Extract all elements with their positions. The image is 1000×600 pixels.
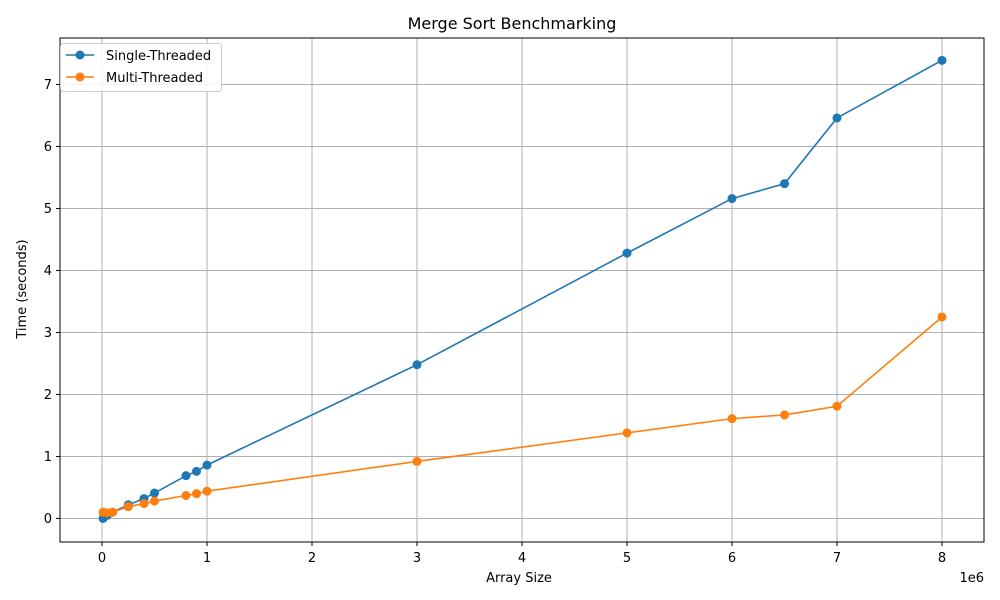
y-tick-label: 4	[44, 264, 52, 279]
data-point	[622, 428, 632, 438]
data-point	[150, 488, 159, 498]
x-tick-label: 3	[413, 551, 421, 566]
data-point	[181, 471, 191, 481]
data-point	[780, 179, 789, 189]
y-tick-label: 5	[44, 202, 52, 217]
data-point	[412, 456, 422, 466]
data-point	[139, 499, 149, 509]
data-point	[202, 460, 212, 470]
y-tick-label: 1	[44, 450, 52, 465]
series-2	[98, 312, 947, 518]
data-point	[937, 55, 947, 65]
x-axis-offset-label: 1e6	[959, 571, 984, 586]
y-tick-label: 6	[44, 140, 52, 155]
legend-box	[60, 43, 222, 92]
x-axis: 0 1 2 3 4 5 6 7 8	[98, 542, 946, 566]
legend-label: Single-Threaded	[106, 49, 211, 64]
legend-item: Multi-Threaded	[66, 71, 203, 86]
x-tick-label: 7	[833, 551, 841, 566]
data-point	[108, 507, 117, 517]
y-tick-label: 3	[44, 326, 52, 341]
legend: Single-Threaded Multi-Threaded	[60, 43, 222, 92]
data-point	[192, 466, 201, 476]
chart-title: Merge Sort Benchmarking	[408, 14, 617, 33]
y-axis-label: Time (seconds)	[15, 239, 30, 339]
y-tick-label: 2	[44, 388, 52, 403]
data-point	[181, 491, 191, 501]
x-tick-label: 0	[98, 551, 106, 566]
y-tick-label: 7	[44, 78, 52, 93]
x-tick-label: 1	[203, 551, 211, 566]
x-tick-label: 8	[938, 551, 946, 566]
legend-label: Multi-Threaded	[106, 71, 203, 86]
y-axis: 0 1 2 3 4 5 6 7	[44, 78, 60, 527]
data-point	[832, 401, 842, 411]
legend-marker	[75, 50, 85, 60]
data-point	[202, 486, 212, 496]
x-tick-label: 2	[308, 551, 316, 566]
data-point	[727, 194, 737, 204]
data-point	[937, 312, 947, 322]
x-axis-label: Array Size	[486, 571, 552, 586]
legend-marker	[75, 72, 85, 82]
data-point	[123, 502, 133, 512]
data-point	[622, 248, 632, 258]
data-point	[727, 414, 737, 424]
legend-item: Single-Threaded	[66, 49, 211, 64]
series-layer	[98, 55, 947, 523]
x-tick-label: 5	[623, 551, 631, 566]
y-tick-label: 0	[44, 512, 52, 527]
data-point	[412, 360, 422, 370]
data-point	[832, 113, 842, 123]
x-tick-label: 6	[728, 551, 736, 566]
x-tick-label: 4	[518, 551, 526, 566]
data-point	[192, 489, 201, 499]
data-point	[780, 410, 789, 420]
data-point	[150, 496, 159, 506]
